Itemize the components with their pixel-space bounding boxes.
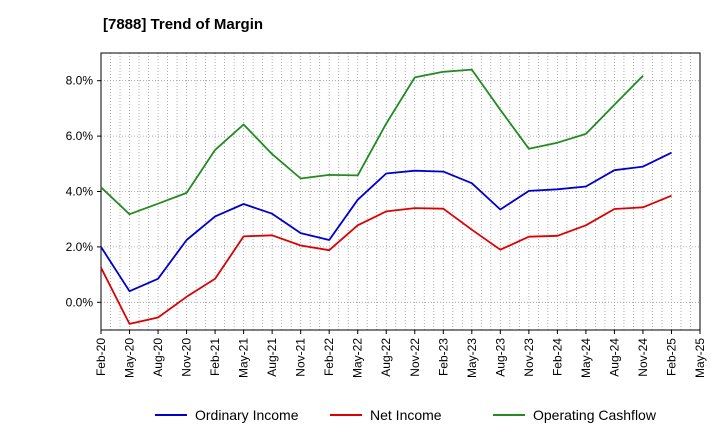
y-tick-label: 2.0% [66, 240, 94, 254]
x-tick-label: Aug-20 [151, 338, 165, 377]
x-tick-label: Feb-22 [322, 338, 336, 376]
series-line-net-income [100, 194, 672, 325]
x-tick-label: Feb-24 [550, 338, 564, 376]
chart-title: [7888] Trend of Margin [103, 16, 264, 33]
series-line-operating-cashflow [100, 68, 644, 216]
legend-label-ordinary-income: Ordinary Income [195, 407, 299, 423]
plot-area [101, 53, 700, 330]
x-tick-label: Aug-21 [265, 338, 279, 377]
x-tick-label: May-23 [465, 338, 479, 378]
x-tick-label: May-21 [237, 338, 251, 378]
series-line-ordinary-income [100, 151, 672, 293]
x-tick-label: Nov-22 [408, 338, 422, 377]
legend-label-net-income: Net Income [370, 407, 442, 423]
x-tick-label: Aug-24 [607, 338, 621, 377]
y-tick-label: 6.0% [66, 129, 94, 143]
x-tick-label: Feb-25 [664, 338, 678, 376]
x-tick-label: Feb-20 [94, 338, 108, 376]
x-tick-label: Feb-23 [436, 338, 450, 376]
x-tick-label: Nov-24 [636, 338, 650, 377]
y-tick-label: 4.0% [66, 185, 94, 199]
y-tick-label: 0.0% [66, 295, 94, 309]
x-tick-label: Aug-23 [493, 338, 507, 377]
x-tick-label: Aug-22 [379, 338, 393, 377]
x-tick-label: May-20 [123, 338, 137, 378]
x-tick-label: Nov-20 [180, 338, 194, 377]
x-tick-label: Nov-23 [522, 338, 536, 377]
legend-label-operating-cashflow: Operating Cashflow [533, 407, 657, 423]
x-tick-label: Nov-21 [294, 338, 308, 377]
x-tick-label: May-25 [693, 338, 707, 378]
x-tick-label: Feb-21 [208, 338, 222, 376]
x-tick-label: May-22 [351, 338, 365, 378]
x-tick-label: May-24 [579, 338, 593, 378]
y-tick-label: 8.0% [66, 74, 94, 88]
